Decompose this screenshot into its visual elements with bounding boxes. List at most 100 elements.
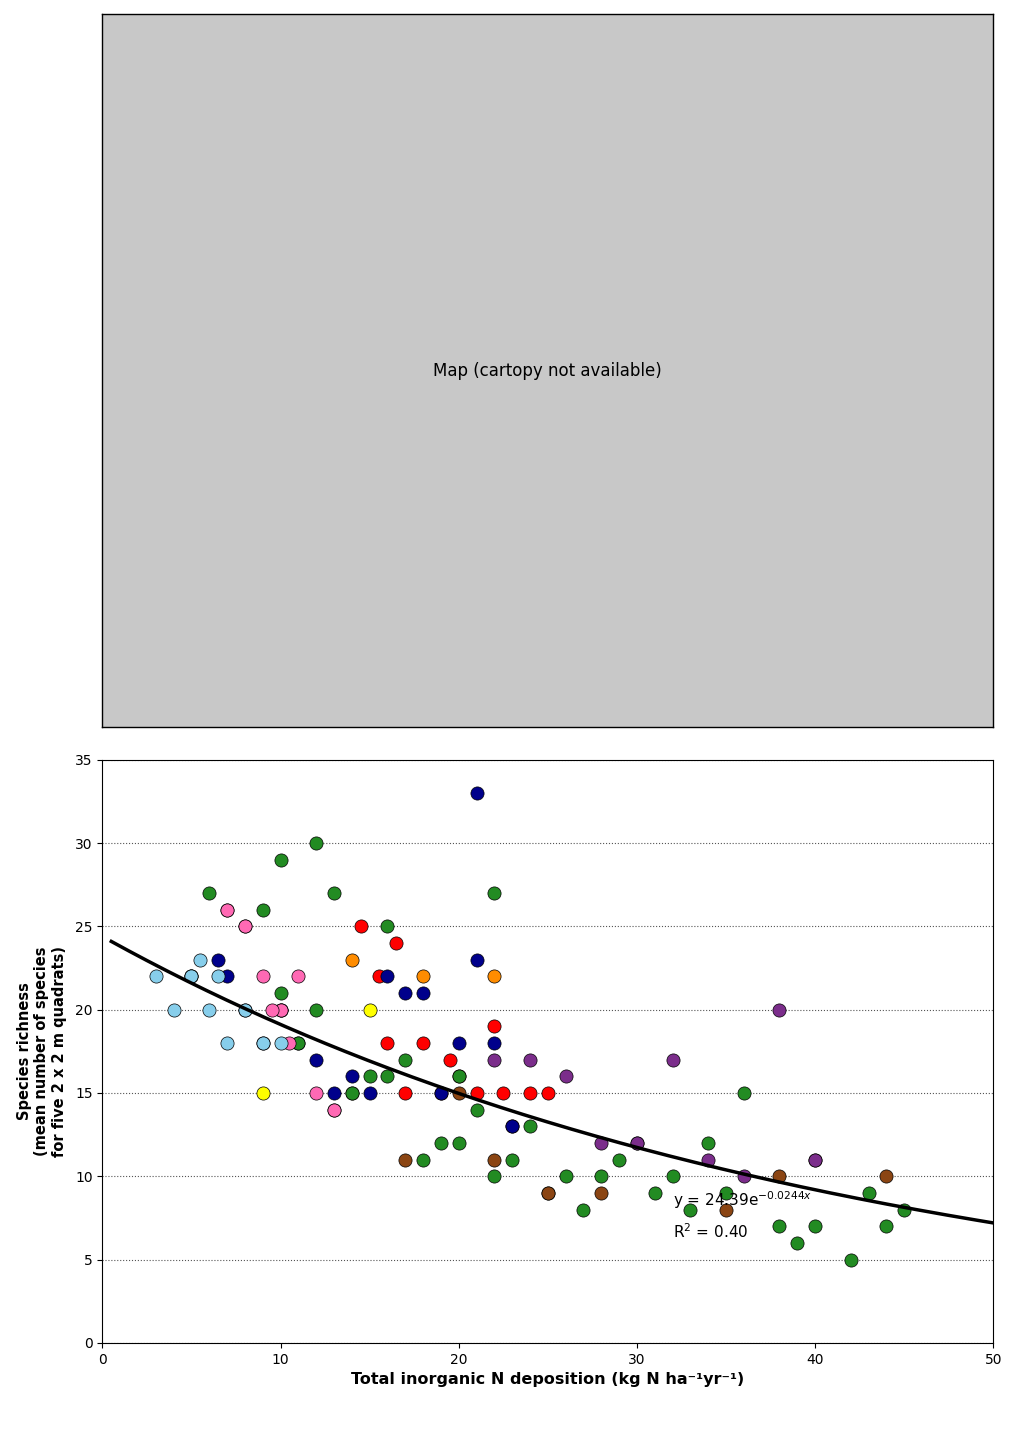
Point (255, 965, 271, 988)
Point (629, 1132, 645, 1155)
Point (326, 1097, 342, 1121)
Text: Map (cartopy not available): Map (cartopy not available) (433, 362, 663, 380)
Point (700, 1148, 717, 1171)
Point (379, 914, 395, 937)
Point (371, 965, 387, 988)
Point (237, 914, 253, 937)
Point (611, 1148, 628, 1171)
Point (201, 998, 217, 1021)
Point (147, 965, 164, 988)
Point (352, 914, 369, 937)
Point (468, 1082, 484, 1105)
Point (415, 1031, 431, 1054)
Point (397, 1048, 414, 1071)
Point (807, 1148, 823, 1171)
Point (860, 1181, 877, 1204)
Point (879, 1214, 895, 1238)
Point (557, 1064, 573, 1087)
Point (495, 1082, 511, 1105)
Point (193, 949, 209, 972)
Point (771, 1165, 787, 1188)
Point (379, 965, 395, 988)
Point (879, 1165, 895, 1188)
Point (272, 998, 289, 1021)
Point (451, 1132, 467, 1155)
Point (308, 998, 325, 1021)
Point (735, 1165, 752, 1188)
Point (219, 965, 236, 988)
Point (451, 1082, 467, 1105)
Point (468, 781, 484, 804)
Point (166, 998, 182, 1021)
Point (896, 1199, 912, 1222)
Point (540, 1181, 556, 1204)
Point (344, 949, 360, 972)
Point (210, 949, 226, 972)
Point (308, 1082, 325, 1105)
Point (486, 881, 503, 904)
Point (415, 1148, 431, 1171)
Point (397, 982, 414, 1005)
Point (326, 881, 342, 904)
Point (183, 965, 200, 988)
Point (201, 881, 217, 904)
Point (771, 998, 787, 1021)
Point (718, 1199, 734, 1222)
Point (272, 848, 289, 871)
Point (771, 1214, 787, 1238)
Point (379, 1064, 395, 1087)
Point (255, 898, 271, 921)
Point (522, 1048, 539, 1071)
Point (237, 998, 253, 1021)
Point (255, 1031, 271, 1054)
Point (451, 1031, 467, 1054)
Text: y = 24.39e$^{-0.0244x}$: y = 24.39e$^{-0.0244x}$ (673, 1190, 812, 1212)
Point (682, 1199, 698, 1222)
Point (665, 1165, 681, 1188)
Point (486, 1148, 503, 1171)
Point (388, 931, 404, 954)
Point (646, 1181, 663, 1204)
Point (219, 898, 236, 921)
Point (361, 998, 378, 1021)
Point (735, 1082, 752, 1105)
Point (290, 965, 306, 988)
Point (237, 998, 253, 1021)
Point (344, 1082, 360, 1105)
Point (451, 1064, 467, 1087)
Point (593, 1181, 609, 1204)
Point (575, 1199, 592, 1222)
Point (282, 1031, 298, 1054)
Point (843, 1248, 859, 1271)
Point (504, 1148, 520, 1171)
Point (486, 1031, 503, 1054)
Point (441, 1048, 458, 1071)
Point (397, 1148, 414, 1171)
Point (210, 965, 226, 988)
Point (468, 1097, 484, 1121)
Point (397, 1082, 414, 1105)
X-axis label: Total inorganic N deposition (kg N ha⁻¹yr⁻¹): Total inorganic N deposition (kg N ha⁻¹y… (351, 1372, 744, 1388)
Point (468, 949, 484, 972)
Point (308, 1048, 325, 1071)
Point (415, 965, 431, 988)
Point (433, 1082, 450, 1105)
Point (290, 1031, 306, 1054)
Point (379, 1031, 395, 1054)
Point (183, 965, 200, 988)
Point (451, 1064, 467, 1087)
Point (308, 832, 325, 855)
Point (486, 965, 503, 988)
Point (361, 1064, 378, 1087)
Point (540, 1082, 556, 1105)
Point (504, 1115, 520, 1138)
Point (504, 1115, 520, 1138)
Point (272, 982, 289, 1005)
Y-axis label: Species richness
(mean number of species
for five 2 x 2 m quadrats): Species richness (mean number of species… (17, 946, 67, 1157)
Point (219, 898, 236, 921)
Point (629, 1132, 645, 1155)
Point (263, 998, 280, 1021)
Point (326, 1082, 342, 1105)
Point (486, 1048, 503, 1071)
Point (344, 1082, 360, 1105)
